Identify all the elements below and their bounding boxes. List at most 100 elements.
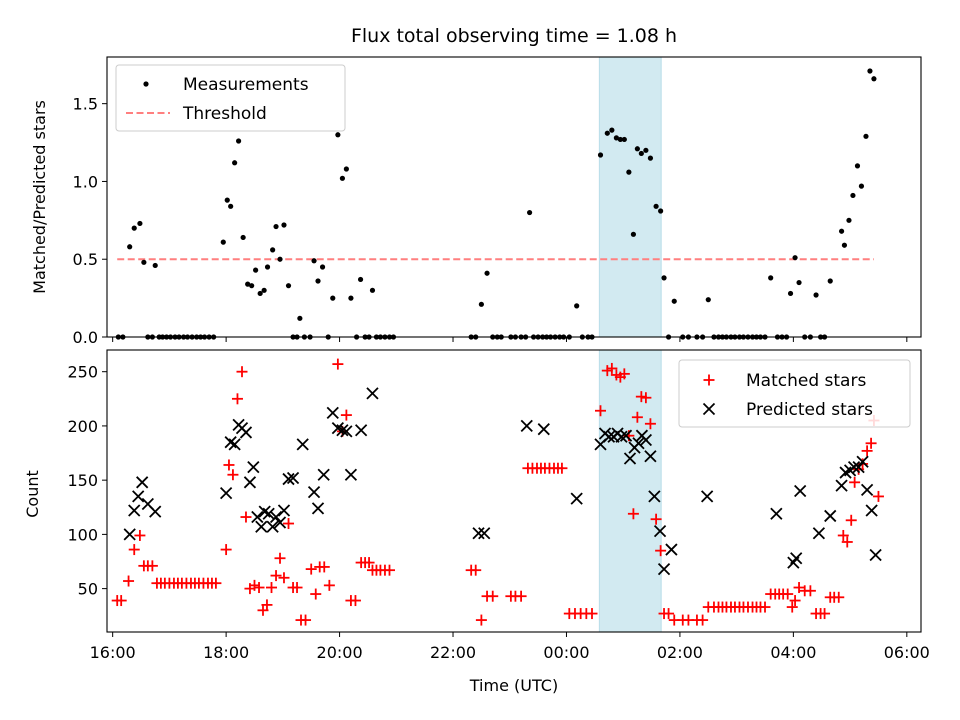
predicted-star-point <box>869 548 882 562</box>
cross-stroke-b <box>277 504 291 517</box>
matched-star-point <box>819 608 831 620</box>
highlight-span-top <box>598 56 662 338</box>
bottom-x-tick-label: 22:00 <box>430 643 476 662</box>
predicted-star-point <box>282 472 295 486</box>
measurement-point <box>850 192 856 199</box>
cross-stroke-b <box>770 507 783 520</box>
measurement-point <box>787 290 794 297</box>
measurement-point <box>141 259 147 265</box>
measurement-point <box>604 130 610 136</box>
matched-star-point <box>595 405 607 417</box>
cross-stroke-b <box>344 468 358 481</box>
cross-stroke-b <box>326 406 339 420</box>
top-y-ticks: 0.0 0.5 1.0 1.5 <box>73 95 107 347</box>
predicted-star-point <box>262 507 275 520</box>
measurement-point <box>827 278 833 284</box>
cross-stroke-b <box>702 402 716 416</box>
cross-stroke-b <box>869 548 882 562</box>
matched-star-point <box>227 469 239 481</box>
measurement-point <box>854 163 861 169</box>
matched-star-point <box>487 590 499 602</box>
bottom-x-tick-label: 06:00 <box>884 643 930 662</box>
cross-stroke-b <box>255 520 268 533</box>
measurement-point <box>526 209 533 216</box>
measurement-point <box>245 281 251 287</box>
predicted-star-point <box>770 507 783 520</box>
bottom-y-ticks: 50 100 150 200 250 <box>67 363 107 599</box>
measurement-point <box>264 264 271 270</box>
measurement-point <box>348 295 354 301</box>
predicted-star-point <box>632 437 645 450</box>
predicted-star-point <box>619 429 633 442</box>
measurement-point <box>658 208 664 214</box>
measurement-point <box>621 136 627 143</box>
matched-star-point <box>283 518 295 530</box>
matched-star-point <box>261 599 273 611</box>
predicted-star-point <box>311 502 325 515</box>
measurement-point <box>335 132 341 138</box>
cross-stroke-b <box>794 484 807 498</box>
cross-stroke-b <box>331 421 345 435</box>
matched-star-point <box>627 508 639 520</box>
cross-stroke-b <box>619 429 633 442</box>
cross-stroke-b <box>266 520 279 533</box>
measurement-point <box>224 197 230 203</box>
legend-matched-label: Matched stars <box>746 371 866 391</box>
measurement-point <box>846 217 852 223</box>
cross-stroke-b <box>865 504 878 517</box>
matched-star-point <box>146 560 158 572</box>
matched-star-point <box>470 564 482 576</box>
matched-star-point <box>363 557 375 569</box>
predicted-star-point <box>128 504 141 517</box>
cross-stroke-b <box>136 476 149 489</box>
legend-predicted-cross <box>702 402 716 416</box>
predicted-star-point <box>269 510 283 524</box>
predicted-star-point <box>219 487 233 500</box>
top-y-tick-label: 0.0 <box>73 328 98 347</box>
predicted-star-point <box>644 450 657 463</box>
cross-stroke-b <box>336 424 349 437</box>
measurement-point <box>127 244 133 250</box>
matched-star-point <box>300 614 312 626</box>
measurement-point <box>661 275 667 281</box>
matched-star-point <box>383 564 395 576</box>
predicted-star-point <box>865 504 878 517</box>
matched-star-point <box>318 561 330 573</box>
measurement-point <box>232 160 238 166</box>
cross-stroke-b <box>219 487 233 500</box>
cross-stroke-b <box>228 438 241 451</box>
top-y-tick-label: 1.0 <box>73 172 98 191</box>
measurement-point <box>131 225 137 231</box>
cross-stroke-b <box>790 552 803 565</box>
predicted-star-point <box>317 468 330 481</box>
matched-star-point <box>349 595 361 607</box>
predicted-star-point <box>239 426 253 439</box>
measurement-point <box>285 283 292 289</box>
measurement-point <box>630 231 637 237</box>
matched-star-point <box>833 591 845 603</box>
matched-star-point <box>134 529 146 541</box>
highlight-span-bottom <box>598 349 662 633</box>
measurement-point <box>796 279 802 286</box>
cross-stroke-b <box>224 436 237 449</box>
matched-star-point <box>556 462 568 474</box>
cross-stroke-b <box>472 527 485 540</box>
predicted-star-point <box>824 509 837 523</box>
cross-stroke-b <box>141 497 154 511</box>
matched-star-point <box>804 585 816 597</box>
cross-stroke-b <box>311 502 325 515</box>
predicted-star-point <box>852 461 865 474</box>
measurement-point <box>339 175 346 181</box>
top-y-axis-label: Matched/Predicted stars <box>30 100 49 294</box>
matched-star-point <box>223 459 235 471</box>
predicted-star-point <box>344 468 358 481</box>
measurement-point <box>369 287 376 293</box>
measurement-point <box>647 155 654 161</box>
predicted-star-point <box>794 484 807 498</box>
measurement-point <box>253 267 259 273</box>
legend-measurements-marker <box>143 81 149 87</box>
top-legend-box <box>115 64 346 132</box>
measurement-point <box>638 150 644 157</box>
measurement-point <box>257 290 263 297</box>
cross-stroke-b <box>665 543 678 556</box>
